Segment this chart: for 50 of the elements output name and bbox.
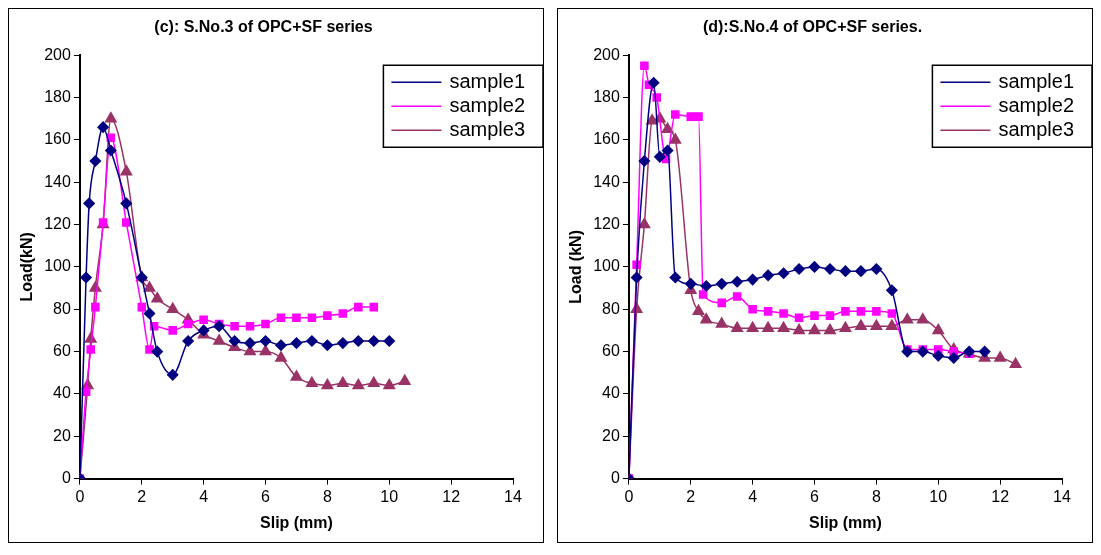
y-tick-label: 200 <box>593 45 620 63</box>
legend-label: sample1 <box>449 69 526 92</box>
y-tick-label: 0 <box>61 469 71 487</box>
y-tick-label: 160 <box>44 130 71 148</box>
y-tick-label: 100 <box>44 257 71 275</box>
y-tick-label: 40 <box>53 384 71 402</box>
y-tick-label: 100 <box>593 257 620 275</box>
legend-label: sample3 <box>449 117 526 140</box>
y-tick-label: 20 <box>602 426 620 444</box>
y-tick-label: 60 <box>602 341 620 359</box>
x-tick-label: 6 <box>261 487 271 505</box>
x-axis-title: Slip (mm) <box>260 513 333 531</box>
x-tick-label: 4 <box>199 487 209 505</box>
x-tick-label: 8 <box>871 487 881 505</box>
chart-title: (c): S.No.3 of OPC+SF series <box>154 18 373 36</box>
y-tick-label: 120 <box>44 214 71 232</box>
legend-label: sample1 <box>998 69 1075 92</box>
y-tick-label: 180 <box>44 87 71 105</box>
y-tick-label: 180 <box>593 87 620 105</box>
y-axis-title: Load (kN) <box>567 230 585 304</box>
legend-label: sample2 <box>449 93 526 116</box>
y-tick-label: 40 <box>602 384 620 402</box>
x-tick-label: 14 <box>1053 487 1071 505</box>
x-tick-label: 0 <box>624 487 634 505</box>
x-tick-label: 12 <box>991 487 1010 505</box>
x-tick-label: 8 <box>322 487 332 505</box>
y-tick-label: 20 <box>53 426 71 444</box>
x-tick-label: 6 <box>810 487 820 505</box>
y-tick-label: 160 <box>593 130 620 148</box>
legend-label: sample3 <box>998 117 1075 140</box>
chart-title: (d):S.No.4 of OPC+SF series. <box>702 18 923 36</box>
y-tick-label: 200 <box>44 45 71 63</box>
y-tick-label: 80 <box>53 299 71 317</box>
legend-label: sample2 <box>998 93 1075 116</box>
x-tick-label: 0 <box>75 487 85 505</box>
y-tick-label: 0 <box>610 469 620 487</box>
y-tick-label: 140 <box>44 172 71 190</box>
x-tick-label: 2 <box>686 487 696 505</box>
x-tick-label: 12 <box>442 487 461 505</box>
y-tick-label: 60 <box>53 341 71 359</box>
y-tick-label: 120 <box>593 214 620 232</box>
y-axis-title: Load(kN) <box>18 232 36 302</box>
x-tick-label: 2 <box>137 487 147 505</box>
x-axis-title: Slip (mm) <box>809 513 882 531</box>
x-tick-label: 10 <box>929 487 948 505</box>
y-tick-label: 80 <box>602 299 620 317</box>
x-tick-label: 14 <box>504 487 522 505</box>
x-tick-label: 4 <box>748 487 758 505</box>
x-tick-label: 10 <box>380 487 399 505</box>
y-tick-label: 140 <box>593 172 620 190</box>
